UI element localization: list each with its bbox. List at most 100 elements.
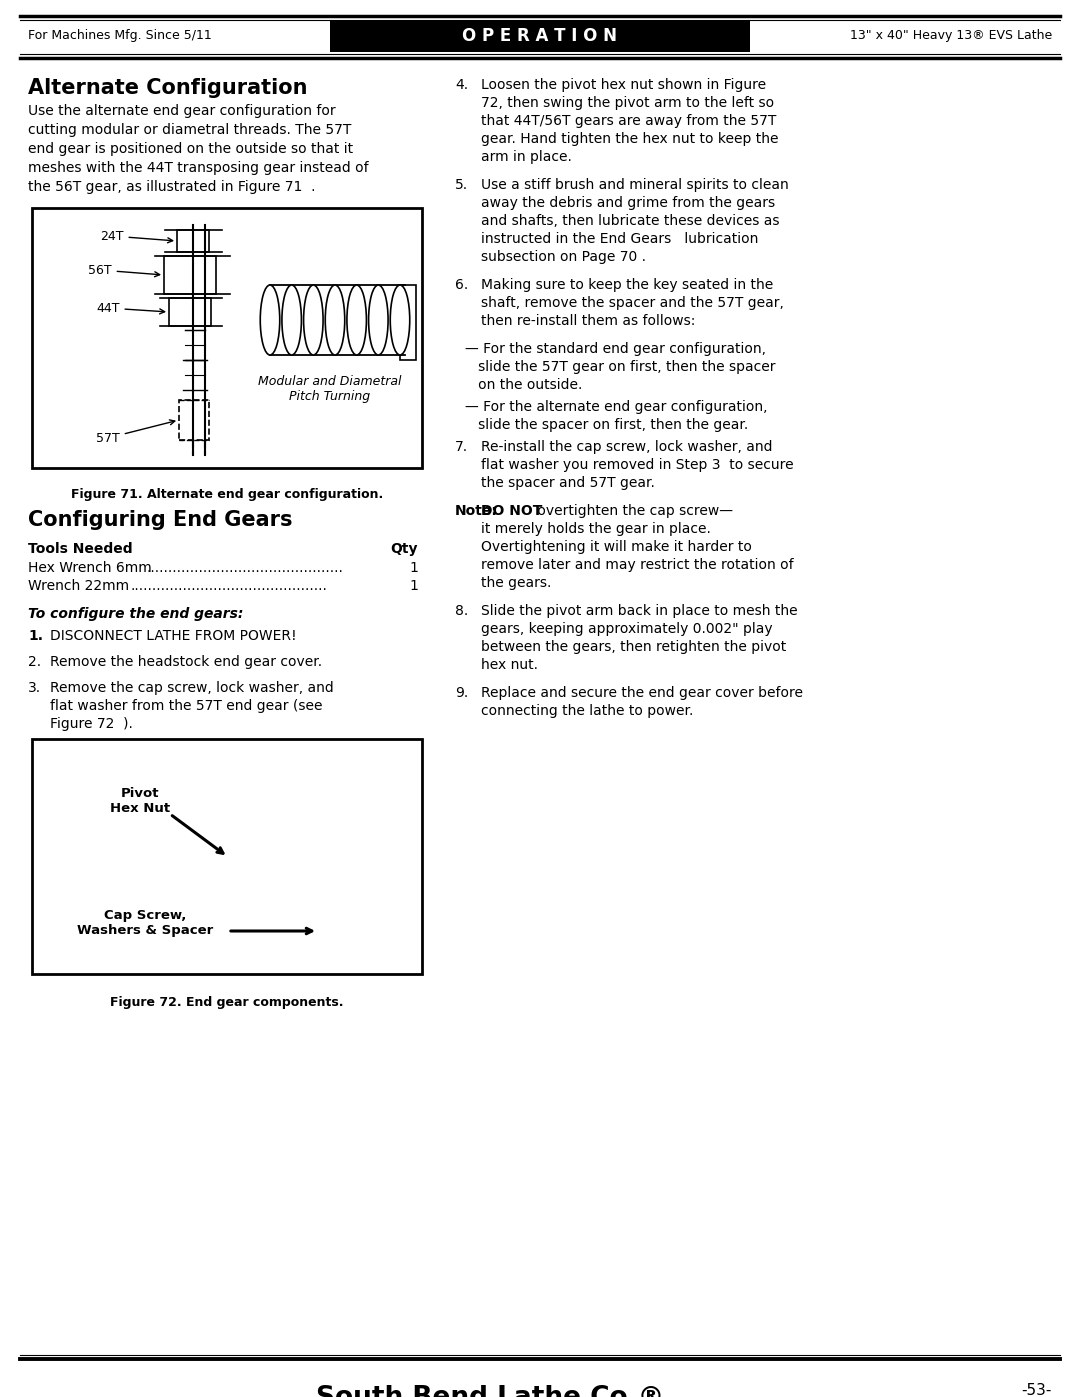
Text: Qty: Qty	[391, 542, 418, 556]
Text: flat washer you removed in Step 3  to secure: flat washer you removed in Step 3 to sec…	[481, 458, 794, 472]
Text: Pivot: Pivot	[121, 787, 159, 800]
Bar	[32, 739, 422, 974]
Text: Pitch Turning: Pitch Turning	[289, 390, 370, 402]
Text: 2.: 2.	[28, 655, 41, 669]
Text: 44T: 44T	[96, 302, 164, 314]
Text: Hex Wrench 6mm: Hex Wrench 6mm	[28, 562, 152, 576]
Text: To configure the end gears:: To configure the end gears:	[28, 608, 243, 622]
Text: 4.: 4.	[455, 78, 468, 92]
Text: the spacer and 57T gear.: the spacer and 57T gear.	[481, 476, 654, 490]
Ellipse shape	[376, 291, 387, 349]
Text: Making sure to keep the key seated in the: Making sure to keep the key seated in th…	[481, 278, 773, 292]
Text: overtighten the cap screw—: overtighten the cap screw—	[534, 504, 733, 518]
Text: Re-install the cap screw, lock washer, and: Re-install the cap screw, lock washer, a…	[481, 440, 772, 454]
Text: slide the spacer on first, then the gear.: slide the spacer on first, then the gear…	[465, 418, 748, 432]
Text: 72, then swing the pivot arm to the left so: 72, then swing the pivot arm to the left…	[481, 96, 774, 110]
Bar	[168, 298, 211, 326]
Text: Replace and secure the end gear cover before: Replace and secure the end gear cover be…	[481, 686, 804, 700]
Ellipse shape	[303, 285, 323, 355]
Ellipse shape	[368, 285, 388, 355]
Ellipse shape	[282, 285, 301, 355]
Text: 6.: 6.	[455, 278, 469, 292]
Text: DISCONNECT LATHE FROM POWER!: DISCONNECT LATHE FROM POWER!	[50, 629, 297, 643]
Text: 5.: 5.	[455, 177, 468, 191]
Bar	[32, 208, 422, 468]
Text: Figure 71. Alternate end gear configuration.: Figure 71. Alternate end gear configurat…	[71, 488, 383, 502]
Text: Loosen the pivot hex nut shown in Figure: Loosen the pivot hex nut shown in Figure	[481, 78, 766, 92]
Text: Tools Needed: Tools Needed	[28, 542, 133, 556]
Text: end gear is positioned on the outside so that it: end gear is positioned on the outside so…	[28, 142, 353, 156]
Text: 13" x 40" Heavy 13® EVS Lathe: 13" x 40" Heavy 13® EVS Lathe	[850, 29, 1052, 42]
Bar	[179, 400, 210, 440]
Ellipse shape	[268, 291, 279, 349]
Text: between the gears, then retighten the pivot: between the gears, then retighten the pi…	[481, 640, 786, 654]
Text: flat washer from the 57T end gear (see: flat washer from the 57T end gear (see	[50, 698, 323, 712]
Text: .............................................: ........................................…	[146, 562, 342, 576]
Text: O P E R A T I O N: O P E R A T I O N	[462, 27, 618, 45]
Text: remove later and may restrict the rotation of: remove later and may restrict the rotati…	[481, 557, 794, 571]
Text: — For the alternate end gear configuration,: — For the alternate end gear configurati…	[465, 400, 768, 414]
Ellipse shape	[260, 285, 280, 355]
Text: Washers & Spacer: Washers & Spacer	[77, 923, 213, 937]
Ellipse shape	[289, 291, 300, 349]
Text: 56T: 56T	[87, 264, 160, 277]
Text: slide the 57T gear on first, then the spacer: slide the 57T gear on first, then the sp…	[465, 360, 775, 374]
Text: 57T: 57T	[96, 420, 175, 444]
Text: Remove the cap screw, lock washer, and: Remove the cap screw, lock washer, and	[50, 680, 334, 694]
Text: that 44T/56T gears are away from the 57T: that 44T/56T gears are away from the 57T	[481, 115, 777, 129]
Text: 9.: 9.	[455, 686, 469, 700]
Text: away the debris and grime from the gears: away the debris and grime from the gears	[481, 196, 775, 210]
Text: the gears.: the gears.	[481, 576, 552, 590]
Text: and shafts, then lubricate these devices as: and shafts, then lubricate these devices…	[481, 214, 780, 228]
Text: Remove the headstock end gear cover.: Remove the headstock end gear cover.	[50, 655, 322, 669]
Text: 8.: 8.	[455, 604, 469, 617]
Ellipse shape	[347, 285, 366, 355]
Bar	[177, 231, 210, 251]
Text: meshes with the 44T transposing gear instead of: meshes with the 44T transposing gear ins…	[28, 161, 368, 175]
Text: gear. Hand tighten the hex nut to keep the: gear. Hand tighten the hex nut to keep t…	[481, 131, 779, 147]
Text: 24T: 24T	[100, 229, 173, 243]
Text: Figure 72  ).: Figure 72 ).	[50, 717, 133, 731]
Text: 1: 1	[409, 562, 418, 576]
Text: DO NOT: DO NOT	[481, 504, 542, 518]
Text: Figure 72. End gear components.: Figure 72. End gear components.	[110, 996, 343, 1009]
Text: Alternate Configuration: Alternate Configuration	[28, 78, 308, 98]
Text: .............................................: ........................................…	[131, 578, 328, 592]
Text: Modular and Diametral: Modular and Diametral	[258, 374, 402, 388]
Bar	[400, 285, 416, 360]
Text: For Machines Mfg. Since 5/11: For Machines Mfg. Since 5/11	[28, 29, 212, 42]
Text: arm in place.: arm in place.	[481, 149, 572, 163]
Text: Configuring End Gears: Configuring End Gears	[28, 510, 293, 529]
Text: subsection on Page 70 .: subsection on Page 70 .	[481, 250, 646, 264]
Text: 1.: 1.	[28, 629, 43, 643]
Text: Slide the pivot arm back in place to mesh the: Slide the pivot arm back in place to mes…	[481, 604, 798, 617]
Text: Note:: Note:	[455, 504, 498, 518]
Text: hex nut.: hex nut.	[481, 658, 538, 672]
Text: Cap Screw,: Cap Screw,	[104, 909, 186, 922]
Ellipse shape	[397, 291, 408, 349]
Text: 3.: 3.	[28, 680, 41, 694]
Text: then re-install them as follows:: then re-install them as follows:	[481, 314, 696, 328]
Text: Use a stiff brush and mineral spirits to clean: Use a stiff brush and mineral spirits to…	[481, 177, 788, 191]
Ellipse shape	[333, 291, 343, 349]
Text: 1: 1	[409, 578, 418, 592]
Text: 7.: 7.	[455, 440, 468, 454]
Text: Overtightening it will make it harder to: Overtightening it will make it harder to	[481, 541, 752, 555]
Text: connecting the lathe to power.: connecting the lathe to power.	[481, 704, 693, 718]
Ellipse shape	[325, 285, 345, 355]
Text: — For the standard end gear configuration,: — For the standard end gear configuratio…	[465, 342, 766, 356]
Text: Wrench 22mm: Wrench 22mm	[28, 578, 130, 592]
Text: Hex Nut: Hex Nut	[110, 802, 170, 814]
Ellipse shape	[354, 291, 365, 349]
Text: instructed in the End Gears   lubrication: instructed in the End Gears lubrication	[481, 232, 758, 246]
Text: cutting modular or diametral threads. The 57T: cutting modular or diametral threads. Th…	[28, 123, 351, 137]
Ellipse shape	[390, 285, 409, 355]
Ellipse shape	[311, 291, 322, 349]
Text: South Bend Lathe Co.®: South Bend Lathe Co.®	[316, 1384, 664, 1397]
Bar	[164, 256, 216, 293]
Bar	[330, 20, 750, 52]
Text: the 56T gear, as illustrated in Figure 71  .: the 56T gear, as illustrated in Figure 7…	[28, 180, 315, 194]
Text: gears, keeping approximately 0.002" play: gears, keeping approximately 0.002" play	[481, 622, 772, 636]
Text: -53-: -53-	[1022, 1383, 1052, 1397]
Text: shaft, remove the spacer and the 57T gear,: shaft, remove the spacer and the 57T gea…	[481, 296, 784, 310]
